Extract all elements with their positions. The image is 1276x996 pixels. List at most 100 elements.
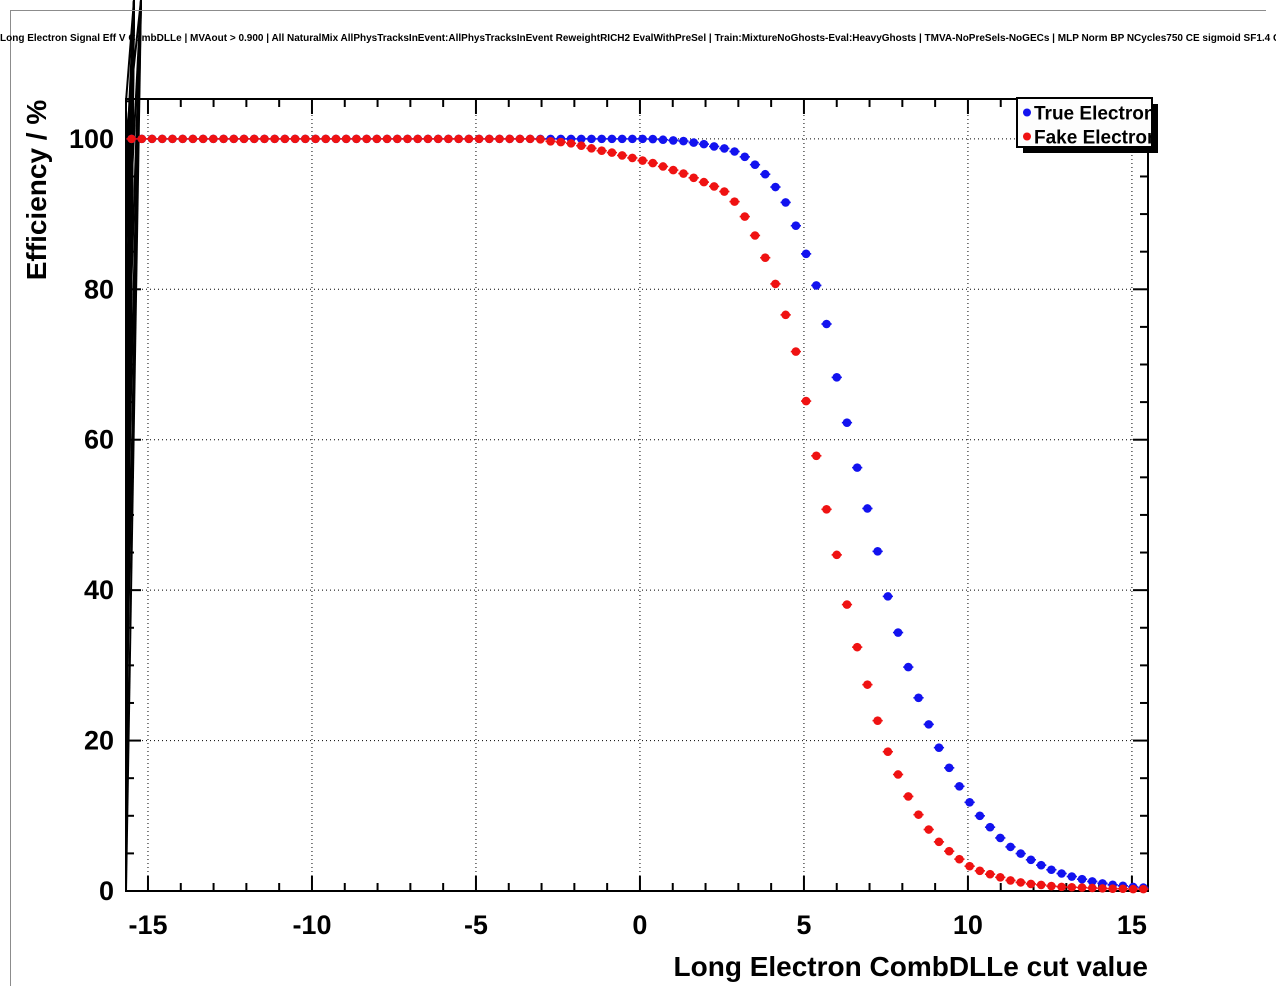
x-tick-label: -15 (128, 910, 167, 940)
legend: True Electron Fake Electron (1016, 97, 1159, 153)
data-point (740, 212, 750, 221)
data-point (760, 169, 770, 179)
y-tick-label: 40 (84, 575, 114, 605)
data-point (965, 861, 974, 871)
data-point (1047, 881, 1056, 891)
data-point (1139, 884, 1148, 894)
data-point (812, 451, 821, 461)
data-point (863, 504, 872, 513)
data-point (495, 134, 504, 144)
y-tick-label: 80 (84, 274, 114, 304)
data-point (985, 869, 995, 879)
data-point (1077, 883, 1087, 892)
data-point (392, 134, 402, 144)
data-point (679, 136, 688, 146)
data-point (423, 134, 433, 144)
data-point (648, 134, 658, 144)
gridlines (126, 99, 1148, 891)
data-point (720, 187, 729, 196)
data-point (607, 148, 617, 157)
data-point (771, 279, 780, 289)
data-point (413, 134, 423, 144)
legend-label: True Electron (1034, 104, 1155, 125)
data-point (893, 770, 903, 779)
data-point (668, 136, 678, 145)
data-point (617, 134, 627, 144)
data-point (178, 134, 187, 144)
data-point (965, 798, 974, 807)
y-tick (125, 0, 135, 102)
data-point (219, 134, 228, 144)
data-point (852, 642, 862, 652)
data-point (842, 418, 852, 427)
x-tick-label: 10 (953, 910, 983, 940)
data-point (648, 158, 658, 168)
data-point (1036, 860, 1046, 870)
data-point (433, 134, 443, 144)
data-point (750, 160, 760, 169)
data-point (934, 743, 944, 752)
data-point (311, 134, 320, 144)
data-point (679, 169, 688, 178)
data-point (781, 198, 790, 207)
legend-label: Fake Electron (1034, 128, 1159, 149)
data-point (137, 134, 147, 144)
data-point (617, 151, 627, 160)
data-point (975, 811, 985, 821)
data-point (1067, 882, 1077, 892)
data-point (832, 550, 842, 560)
data-point (290, 134, 300, 144)
data-point (331, 134, 341, 144)
data-point (301, 134, 310, 144)
data-point (903, 662, 913, 672)
data-point (801, 396, 811, 406)
data-point (536, 135, 545, 144)
data-point (249, 134, 259, 144)
data-point (883, 747, 893, 757)
data-point (505, 134, 515, 144)
legend-box (1016, 97, 1153, 148)
data-point (699, 177, 709, 187)
data-point (730, 197, 739, 206)
data-point (863, 680, 872, 689)
y-axis-title: Efficiency / % (21, 100, 52, 281)
data-point (587, 134, 596, 144)
data-point (873, 547, 882, 556)
y-tick (125, 0, 142, 440)
y-tick-label: 0 (99, 876, 114, 906)
canvas-border-left (10, 10, 11, 986)
data-point (914, 693, 923, 703)
x-tick-label: 0 (632, 910, 647, 940)
plot-title: Long Electron Signal Eff V CombDLLe | MV… (0, 33, 1276, 44)
data-point (454, 134, 463, 144)
y-tick-labels: 0 20 40 60 80 100 (69, 124, 114, 906)
data-point (720, 144, 729, 153)
data-point (1006, 876, 1015, 885)
data-point (341, 134, 351, 144)
data-point (1006, 842, 1015, 852)
data-point (1087, 883, 1097, 893)
data-point (1108, 884, 1117, 894)
x-tick-label: 5 (796, 910, 811, 940)
y-tick-label: 20 (84, 726, 114, 756)
data-point (955, 781, 964, 791)
data-point (127, 134, 136, 144)
x-axis-title: Long Electron CombDLLe cut value (674, 951, 1148, 982)
data-point (546, 137, 555, 146)
data-point (924, 825, 934, 834)
data-point (1087, 877, 1097, 886)
data-point (321, 134, 331, 144)
data-point (730, 147, 739, 156)
data-point (822, 319, 831, 329)
data-point (893, 628, 903, 637)
data-point (168, 134, 177, 144)
data-point (873, 716, 882, 725)
x-tick-label: -10 (292, 910, 331, 940)
data-point (403, 134, 412, 144)
data-point (1067, 872, 1077, 881)
data-point (668, 165, 678, 175)
data-point (699, 139, 709, 149)
data-point (1057, 869, 1066, 878)
